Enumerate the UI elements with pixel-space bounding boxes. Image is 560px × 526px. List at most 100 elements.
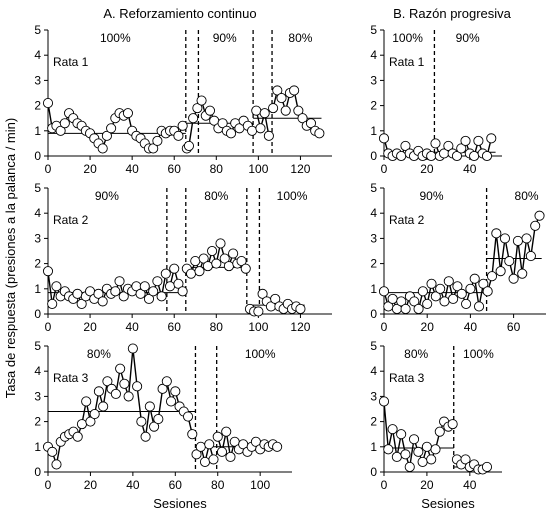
data-point: [404, 461, 415, 473]
data-point: [504, 256, 515, 267]
y-tick-label: 1: [34, 440, 41, 454]
data-point: [140, 431, 151, 442]
data-point: [247, 125, 258, 136]
phase-label: 90%: [95, 189, 119, 203]
data-point: [456, 288, 467, 299]
rat-label: Rata 3: [389, 371, 425, 385]
data-point: [166, 396, 177, 407]
data-point: [59, 118, 70, 129]
x-tick-label: 0: [381, 478, 388, 492]
y-tick-label: 0: [34, 307, 41, 321]
data-point: [225, 128, 237, 139]
x-tick-label: 60: [168, 162, 182, 176]
data-point: [400, 303, 411, 315]
data-point: [212, 431, 223, 442]
data-point: [430, 291, 441, 302]
panel-3: 0 1 2 3 4 5 0 20 40 60 80 100 80% 100% Rata 3: [34, 339, 292, 492]
x-tick-label: 20: [421, 320, 435, 334]
phase-label: 100%: [463, 347, 494, 361]
x-tick-label: 120: [290, 162, 310, 176]
data-point: [173, 130, 184, 141]
data-point: [182, 411, 194, 422]
data-point: [51, 281, 62, 292]
data-point: [512, 235, 523, 246]
y-tick-label: 3: [370, 73, 377, 87]
data-point: [465, 283, 476, 294]
data-point: [396, 429, 407, 440]
data-point: [186, 268, 197, 279]
y-tick-label: 5: [370, 181, 377, 195]
data-point: [199, 456, 211, 467]
data-point: [81, 396, 92, 407]
y-tick-label: 2: [370, 99, 377, 113]
data-point: [208, 454, 219, 465]
data-point: [447, 419, 458, 430]
data-point: [268, 103, 279, 114]
y-tick-label: 4: [370, 48, 377, 62]
data-point: [135, 288, 146, 299]
y-tick-label: 4: [370, 364, 377, 378]
data-point: [439, 296, 450, 307]
data-point: [143, 293, 155, 304]
data-point: [188, 113, 199, 124]
data-point: [152, 276, 163, 287]
data-point: [97, 296, 108, 307]
data-point: [122, 108, 133, 119]
x-tick-label: 0: [381, 162, 388, 176]
data-point: [469, 150, 480, 162]
data-point: [430, 138, 441, 149]
data-point: [240, 263, 251, 274]
y-tick-label: 2: [34, 415, 41, 429]
data-point: [469, 273, 480, 284]
data-point: [391, 451, 402, 462]
y-tick-label: 0: [370, 149, 377, 163]
panel-6: 0 1 2 3 4 5 0 20 40 80% 100% Rata 3: [370, 339, 502, 492]
x-tick-label: 20: [84, 478, 98, 492]
y-tick-label: 3: [34, 389, 41, 403]
data-point: [443, 140, 454, 151]
data-point: [452, 281, 463, 292]
y-tick-label: 3: [370, 389, 377, 403]
data-point: [263, 130, 274, 141]
rat-label: Rata 2: [53, 213, 89, 227]
data-point: [293, 105, 304, 116]
data-point: [177, 120, 188, 131]
data-point: [148, 286, 159, 297]
data-point: [98, 401, 109, 412]
data-point: [280, 105, 291, 116]
data-point: [183, 140, 194, 151]
data-point: [221, 426, 232, 437]
data-point: [460, 135, 471, 146]
x-tick-label: 20: [420, 162, 434, 176]
data-point: [396, 150, 407, 162]
x-tick-label: 40: [125, 320, 139, 334]
data-point: [495, 266, 506, 277]
data-point: [161, 376, 172, 387]
data-point: [289, 85, 300, 96]
y-tick-label: 5: [34, 181, 41, 195]
data-point: [460, 454, 471, 465]
phase-label: 100%: [277, 189, 308, 203]
data-point: [217, 118, 228, 129]
y-tick-label: 3: [34, 231, 41, 245]
data-point: [89, 408, 100, 420]
rat-label: Rata 1: [53, 55, 89, 69]
y-tick-label: 5: [370, 23, 377, 37]
phase-label: 100%: [245, 347, 276, 361]
y-tick-label: 1: [370, 282, 377, 296]
data-point: [207, 245, 218, 257]
data-point: [170, 386, 181, 397]
y-tick-label: 0: [34, 465, 41, 479]
y-tick-label: 5: [370, 339, 377, 353]
data-point: [211, 258, 222, 269]
data-point: [486, 271, 498, 282]
data-point: [257, 288, 268, 299]
data-point: [114, 276, 125, 287]
y-tick-label: 5: [34, 339, 41, 353]
y-tick-label: 1: [34, 282, 41, 296]
data-point: [276, 92, 287, 104]
data-point: [204, 105, 216, 116]
data-point: [426, 278, 437, 289]
data-point: [378, 286, 390, 297]
data-point: [417, 286, 428, 297]
